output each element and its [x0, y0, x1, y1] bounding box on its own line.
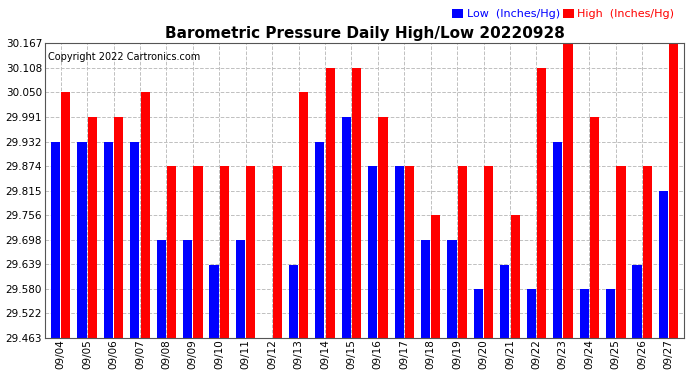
- Bar: [352, 68, 361, 338]
- Bar: [431, 216, 440, 338]
- Bar: [157, 240, 166, 338]
- Bar: [590, 117, 599, 338]
- Bar: [511, 216, 520, 338]
- Legend: Low  (Inches/Hg), High  (Inches/Hg): Low (Inches/Hg), High (Inches/Hg): [448, 4, 679, 24]
- Bar: [405, 166, 414, 338]
- Bar: [130, 142, 139, 338]
- Bar: [246, 166, 255, 338]
- Bar: [299, 92, 308, 338]
- Bar: [457, 166, 467, 338]
- Bar: [342, 117, 351, 338]
- Bar: [141, 92, 150, 338]
- Bar: [210, 265, 219, 338]
- Bar: [500, 265, 509, 338]
- Bar: [315, 142, 324, 338]
- Bar: [484, 166, 493, 338]
- Bar: [289, 265, 298, 338]
- Text: Copyright 2022 Cartronics.com: Copyright 2022 Cartronics.com: [48, 52, 200, 62]
- Bar: [421, 240, 430, 338]
- Bar: [326, 68, 335, 338]
- Bar: [632, 265, 642, 338]
- Bar: [61, 92, 70, 338]
- Bar: [669, 43, 678, 338]
- Bar: [51, 142, 60, 338]
- Bar: [378, 117, 388, 338]
- Bar: [642, 166, 652, 338]
- Bar: [526, 289, 536, 338]
- Bar: [273, 166, 282, 338]
- Bar: [183, 240, 193, 338]
- Bar: [606, 289, 615, 338]
- Bar: [368, 166, 377, 338]
- Bar: [580, 289, 589, 338]
- Bar: [447, 240, 457, 338]
- Bar: [537, 68, 546, 338]
- Bar: [114, 117, 124, 338]
- Bar: [395, 166, 404, 338]
- Bar: [88, 117, 97, 338]
- Bar: [616, 166, 626, 338]
- Bar: [167, 166, 176, 338]
- Bar: [659, 191, 668, 338]
- Bar: [77, 142, 86, 338]
- Bar: [220, 166, 229, 338]
- Bar: [104, 142, 113, 338]
- Title: Barometric Pressure Daily High/Low 20220928: Barometric Pressure Daily High/Low 20220…: [165, 26, 564, 41]
- Bar: [236, 240, 245, 338]
- Bar: [474, 289, 483, 338]
- Bar: [553, 142, 562, 338]
- Bar: [193, 166, 203, 338]
- Bar: [564, 43, 573, 338]
